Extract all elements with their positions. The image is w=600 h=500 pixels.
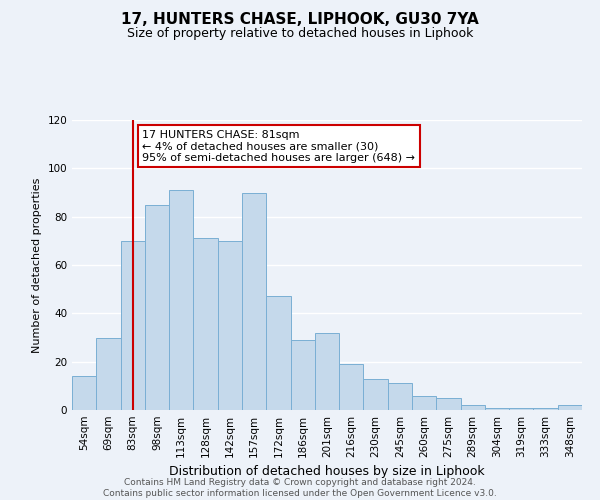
Bar: [242, 192, 266, 410]
Bar: [364, 378, 388, 410]
Bar: [533, 408, 558, 410]
Bar: [72, 376, 96, 410]
Bar: [558, 405, 582, 410]
Bar: [412, 396, 436, 410]
Text: 17 HUNTERS CHASE: 81sqm
← 4% of detached houses are smaller (30)
95% of semi-det: 17 HUNTERS CHASE: 81sqm ← 4% of detached…: [142, 130, 415, 163]
Bar: [485, 408, 509, 410]
Bar: [218, 241, 242, 410]
X-axis label: Distribution of detached houses by size in Liphook: Distribution of detached houses by size …: [169, 466, 485, 478]
Bar: [169, 190, 193, 410]
Bar: [290, 340, 315, 410]
Text: 17, HUNTERS CHASE, LIPHOOK, GU30 7YA: 17, HUNTERS CHASE, LIPHOOK, GU30 7YA: [121, 12, 479, 28]
Bar: [461, 405, 485, 410]
Bar: [509, 408, 533, 410]
Bar: [145, 204, 169, 410]
Bar: [266, 296, 290, 410]
Bar: [96, 338, 121, 410]
Bar: [121, 241, 145, 410]
Text: Contains HM Land Registry data © Crown copyright and database right 2024.
Contai: Contains HM Land Registry data © Crown c…: [103, 478, 497, 498]
Y-axis label: Number of detached properties: Number of detached properties: [32, 178, 42, 352]
Bar: [436, 398, 461, 410]
Text: Size of property relative to detached houses in Liphook: Size of property relative to detached ho…: [127, 28, 473, 40]
Bar: [193, 238, 218, 410]
Bar: [339, 364, 364, 410]
Bar: [315, 332, 339, 410]
Bar: [388, 384, 412, 410]
